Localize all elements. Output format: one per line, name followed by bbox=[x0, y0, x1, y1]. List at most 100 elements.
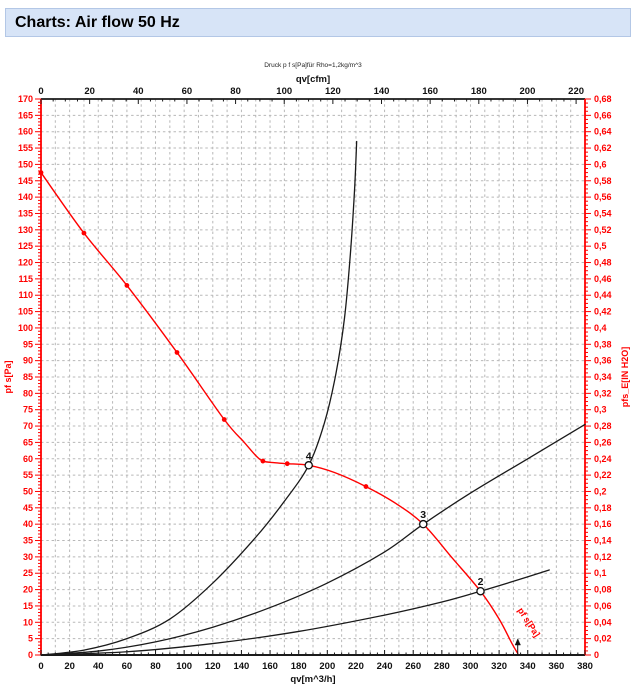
svg-text:0,54: 0,54 bbox=[594, 208, 612, 218]
svg-text:0,56: 0,56 bbox=[594, 192, 612, 202]
svg-text:0,42: 0,42 bbox=[594, 307, 612, 317]
svg-text:240: 240 bbox=[377, 661, 393, 672]
svg-text:0,08: 0,08 bbox=[594, 585, 612, 595]
svg-text:0,22: 0,22 bbox=[594, 470, 612, 480]
svg-text:115: 115 bbox=[18, 274, 33, 284]
svg-text:140: 140 bbox=[18, 192, 33, 202]
svg-text:120: 120 bbox=[325, 86, 341, 97]
svg-text:0,28: 0,28 bbox=[594, 421, 612, 431]
svg-text:0,24: 0,24 bbox=[594, 454, 612, 464]
svg-text:90: 90 bbox=[23, 356, 33, 366]
svg-text:260: 260 bbox=[405, 661, 421, 672]
svg-text:180: 180 bbox=[291, 661, 307, 672]
svg-text:380: 380 bbox=[577, 661, 593, 672]
svg-text:70: 70 bbox=[23, 421, 33, 431]
svg-text:170: 170 bbox=[18, 94, 33, 104]
svg-text:50: 50 bbox=[23, 486, 33, 496]
svg-text:160: 160 bbox=[262, 661, 278, 672]
operating-points: 4 3 2 bbox=[304, 450, 485, 596]
svg-text:0: 0 bbox=[594, 650, 599, 660]
svg-text:0,12: 0,12 bbox=[594, 552, 612, 562]
svg-text:20: 20 bbox=[23, 585, 33, 595]
svg-text:0,58: 0,58 bbox=[594, 176, 612, 186]
left-axis: 0 5 10 15 20 25 30 35 40 45 50 55 60 65 70 75 80 85 90 95 10… bbox=[3, 94, 41, 660]
svg-text:40: 40 bbox=[93, 661, 104, 672]
svg-text:280: 280 bbox=[434, 661, 450, 672]
svg-text:100: 100 bbox=[276, 86, 292, 97]
svg-text:0,6: 0,6 bbox=[594, 159, 607, 169]
svg-text:0,26: 0,26 bbox=[594, 437, 612, 447]
right-axis: 0 0,02 0,04 0,06 0,08 0,1 0,12 0,14 0,16 0,18 0,2 0… bbox=[585, 94, 630, 660]
svg-text:165: 165 bbox=[18, 110, 33, 120]
svg-text:220: 220 bbox=[348, 661, 364, 672]
svg-text:150: 150 bbox=[18, 159, 33, 169]
svg-text:220: 220 bbox=[568, 86, 584, 97]
free-delivery-arrow bbox=[514, 638, 521, 655]
svg-text:0: 0 bbox=[38, 86, 43, 97]
airflow-chart: 0 20 40 60 80 100 120 140 160 180 200 220 240 260 280 3… bbox=[3, 62, 630, 685]
svg-text:60: 60 bbox=[23, 454, 33, 464]
svg-text:65: 65 bbox=[23, 437, 33, 447]
svg-text:320: 320 bbox=[491, 661, 507, 672]
svg-text:qv[cfm]: qv[cfm] bbox=[296, 74, 330, 85]
svg-text:110: 110 bbox=[18, 290, 33, 300]
svg-text:qv[m^3/h]: qv[m^3/h] bbox=[290, 674, 335, 685]
svg-text:0,64: 0,64 bbox=[594, 127, 612, 137]
svg-text:5: 5 bbox=[28, 634, 33, 644]
svg-text:160: 160 bbox=[18, 127, 33, 137]
svg-text:0: 0 bbox=[28, 650, 33, 660]
svg-text:85: 85 bbox=[23, 372, 33, 382]
svg-text:75: 75 bbox=[23, 405, 33, 415]
svg-text:2: 2 bbox=[478, 576, 484, 588]
svg-text:35: 35 bbox=[23, 536, 33, 546]
svg-text:45: 45 bbox=[23, 503, 33, 513]
svg-text:180: 180 bbox=[471, 86, 487, 97]
svg-text:100: 100 bbox=[18, 323, 33, 333]
svg-text:130: 130 bbox=[18, 225, 33, 235]
svg-text:95: 95 bbox=[23, 339, 33, 349]
svg-text:0,52: 0,52 bbox=[594, 225, 612, 235]
svg-text:pfs_E[IN H2O]: pfs_E[IN H2O] bbox=[620, 347, 630, 408]
svg-text:0,68: 0,68 bbox=[594, 94, 612, 104]
svg-text:pf s[Pa]: pf s[Pa] bbox=[3, 360, 13, 393]
svg-text:340: 340 bbox=[520, 661, 536, 672]
svg-text:0,34: 0,34 bbox=[594, 372, 612, 382]
fan-curve: pf s[Pa] bbox=[38, 170, 542, 655]
svg-text:30: 30 bbox=[23, 552, 33, 562]
svg-text:100: 100 bbox=[176, 661, 192, 672]
svg-text:0: 0 bbox=[38, 661, 43, 672]
svg-text:0,02: 0,02 bbox=[594, 634, 612, 644]
svg-text:200: 200 bbox=[520, 86, 536, 97]
svg-text:160: 160 bbox=[422, 86, 438, 97]
grid bbox=[41, 99, 585, 655]
svg-text:105: 105 bbox=[18, 307, 33, 317]
svg-text:360: 360 bbox=[548, 661, 564, 672]
svg-text:0,5: 0,5 bbox=[594, 241, 607, 251]
svg-text:80: 80 bbox=[150, 661, 161, 672]
svg-text:0,18: 0,18 bbox=[594, 503, 612, 513]
svg-text:0,48: 0,48 bbox=[594, 258, 612, 268]
svg-text:300: 300 bbox=[463, 661, 479, 672]
svg-text:0,32: 0,32 bbox=[594, 388, 612, 398]
svg-text:140: 140 bbox=[374, 86, 390, 97]
svg-text:0,44: 0,44 bbox=[594, 290, 612, 300]
svg-text:0,3: 0,3 bbox=[594, 405, 607, 415]
svg-text:10: 10 bbox=[23, 617, 33, 627]
svg-text:60: 60 bbox=[122, 661, 133, 672]
top-axis: 0 20 40 60 80 100 120 140 160 180 200 220 qv[cfm] Dru… bbox=[38, 62, 584, 104]
svg-text:0,36: 0,36 bbox=[594, 356, 612, 366]
svg-text:145: 145 bbox=[18, 176, 33, 186]
svg-text:0,04: 0,04 bbox=[594, 617, 612, 627]
svg-text:80: 80 bbox=[230, 86, 241, 97]
svg-text:135: 135 bbox=[18, 208, 33, 218]
svg-text:0,16: 0,16 bbox=[594, 519, 612, 529]
svg-text:55: 55 bbox=[23, 470, 33, 480]
svg-text:140: 140 bbox=[233, 661, 249, 672]
svg-text:0,1: 0,1 bbox=[594, 568, 607, 578]
svg-text:120: 120 bbox=[205, 661, 221, 672]
svg-text:60: 60 bbox=[182, 86, 193, 97]
bottom-axis: 0 20 40 60 80 100 120 140 160 180 200 220 240 260 280 3… bbox=[38, 650, 593, 685]
svg-text:0,46: 0,46 bbox=[594, 274, 612, 284]
system-curves bbox=[40, 140, 586, 656]
